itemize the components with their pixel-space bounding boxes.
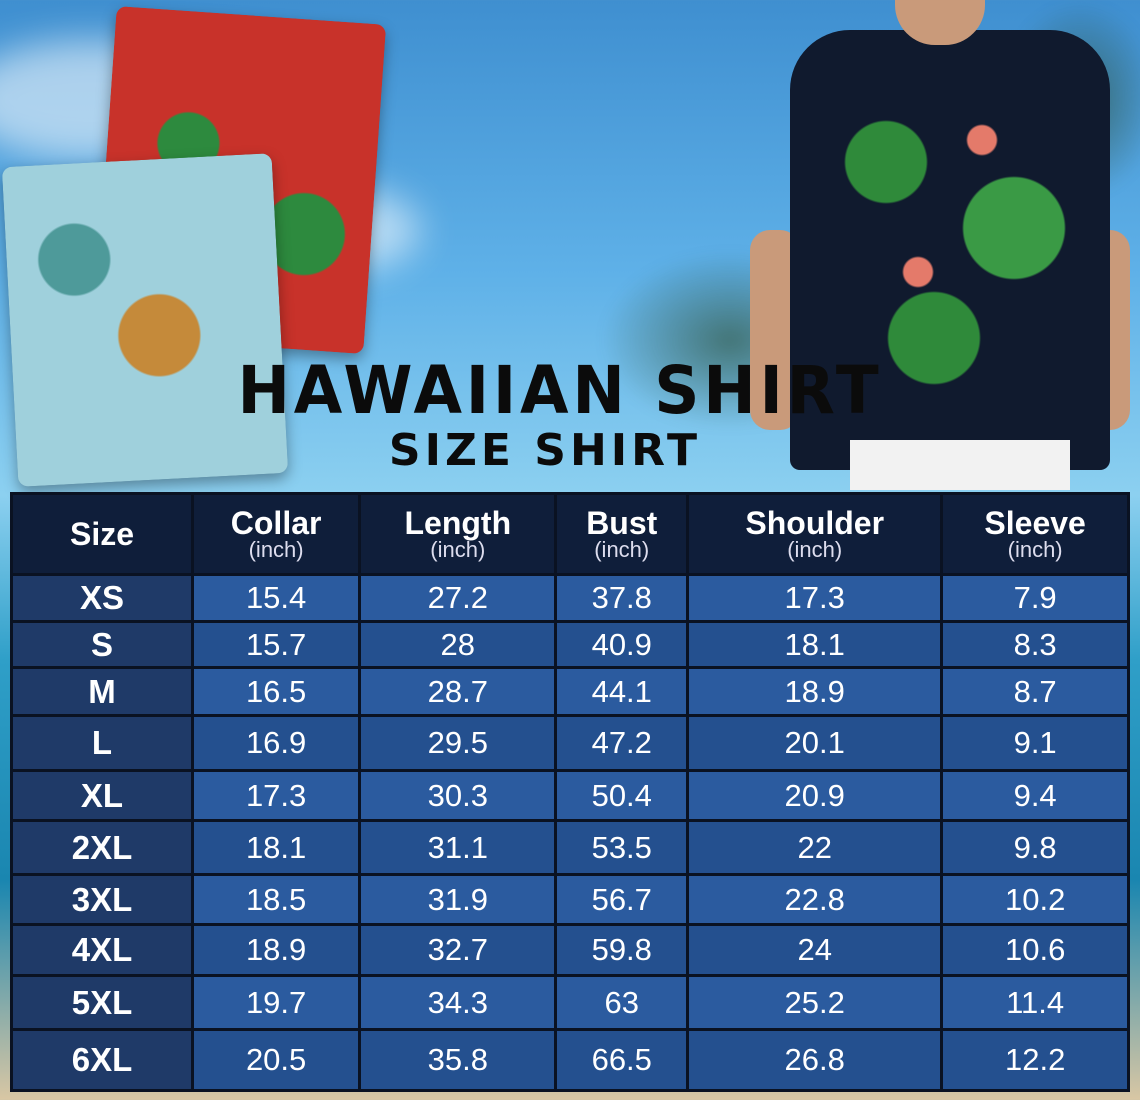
column-header-collar: Collar (inch) — [194, 495, 359, 573]
cell-length: 31.9 — [361, 876, 555, 923]
column-header-size: Size — [13, 495, 191, 573]
cell-sleeve: 12.2 — [943, 1031, 1127, 1089]
cell-sleeve: 7.9 — [943, 576, 1127, 620]
table-row: 2XL 18.1 31.1 53.5 22 9.8 — [13, 822, 1127, 873]
cell-shoulder: 20.9 — [689, 772, 941, 819]
cell-sleeve: 9.1 — [943, 717, 1127, 769]
cell-bust: 37.8 — [557, 576, 687, 620]
cell-shoulder: 18.9 — [689, 669, 941, 714]
cell-size: 6XL — [13, 1031, 191, 1089]
cell-bust: 53.5 — [557, 822, 687, 873]
cell-length: 35.8 — [361, 1031, 555, 1089]
cell-shoulder: 26.8 — [689, 1031, 941, 1089]
cell-length: 31.1 — [361, 822, 555, 873]
cell-collar: 15.4 — [194, 576, 359, 620]
table-row: 4XL 18.9 32.7 59.8 24 10.6 — [13, 926, 1127, 974]
cell-collar: 16.5 — [194, 669, 359, 714]
cell-length: 30.3 — [361, 772, 555, 819]
cell-sleeve: 10.2 — [943, 876, 1127, 923]
cell-length: 34.3 — [361, 977, 555, 1028]
cell-shoulder: 25.2 — [689, 977, 941, 1028]
column-label: Length — [404, 505, 512, 541]
column-header-length: Length (inch) — [361, 495, 555, 573]
cell-size: S — [13, 623, 191, 666]
table-row: 6XL 20.5 35.8 66.5 26.8 12.2 — [13, 1031, 1127, 1089]
column-label: Sleeve — [984, 505, 1086, 541]
cell-collar: 19.7 — [194, 977, 359, 1028]
cell-sleeve: 8.3 — [943, 623, 1127, 666]
cell-size: 5XL — [13, 977, 191, 1028]
column-unit: (inch) — [430, 537, 486, 562]
table-row: 3XL 18.5 31.9 56.7 22.8 10.2 — [13, 876, 1127, 923]
column-header-bust: Bust (inch) — [557, 495, 687, 573]
table-row: L 16.9 29.5 47.2 20.1 9.1 — [13, 717, 1127, 769]
cell-size: XL — [13, 772, 191, 819]
cell-size: L — [13, 717, 191, 769]
cell-sleeve: 9.8 — [943, 822, 1127, 873]
column-header-shoulder: Shoulder (inch) — [689, 495, 941, 573]
cell-sleeve: 11.4 — [943, 977, 1127, 1028]
column-label: Size — [69, 516, 135, 552]
cell-bust: 44.1 — [557, 669, 687, 714]
cell-collar: 16.9 — [194, 717, 359, 769]
cell-bust: 63 — [557, 977, 687, 1028]
cell-size: M — [13, 669, 191, 714]
cell-shoulder: 18.1 — [689, 623, 941, 666]
cell-collar: 18.5 — [194, 876, 359, 923]
table-row: M 16.5 28.7 44.1 18.9 8.7 — [13, 669, 1127, 714]
cell-collar: 17.3 — [194, 772, 359, 819]
table-row: 5XL 19.7 34.3 63 25.2 11.4 — [13, 977, 1127, 1028]
cell-size: 2XL — [13, 822, 191, 873]
cell-shoulder: 20.1 — [689, 717, 941, 769]
cell-collar: 20.5 — [194, 1031, 359, 1089]
column-label: Bust — [586, 505, 658, 541]
size-table: Size Collar (inch) Length (inch) Bust (inch… — [10, 492, 1130, 1092]
cell-collar: 15.7 — [194, 623, 359, 666]
column-unit: (inch) — [248, 537, 304, 562]
cell-shoulder: 24 — [689, 926, 941, 974]
cell-bust: 59.8 — [557, 926, 687, 974]
model-wearing-shirt-image — [750, 0, 1130, 490]
cell-shoulder: 22.8 — [689, 876, 941, 923]
cell-size: 3XL — [13, 876, 191, 923]
cell-shoulder: 22 — [689, 822, 941, 873]
table-row: XS 15.4 27.2 37.8 17.3 7.9 — [13, 576, 1127, 620]
cell-collar: 18.9 — [194, 926, 359, 974]
page-title: HAWAIIAN SHIRT — [237, 352, 883, 429]
cell-bust: 56.7 — [557, 876, 687, 923]
cell-length: 28.7 — [361, 669, 555, 714]
cell-collar: 18.1 — [194, 822, 359, 873]
cell-sleeve: 9.4 — [943, 772, 1127, 819]
cell-shoulder: 17.3 — [689, 576, 941, 620]
cell-bust: 50.4 — [557, 772, 687, 819]
column-unit: (inch) — [1007, 537, 1063, 562]
cell-length: 29.5 — [361, 717, 555, 769]
cell-bust: 66.5 — [557, 1031, 687, 1089]
cell-bust: 40.9 — [557, 623, 687, 666]
table-row: S 15.7 28 40.9 18.1 8.3 — [13, 623, 1127, 666]
column-unit: (inch) — [787, 537, 843, 562]
cell-size: XS — [13, 576, 191, 620]
cell-sleeve: 10.6 — [943, 926, 1127, 974]
table-row: XL 17.3 30.3 50.4 20.9 9.4 — [13, 772, 1127, 819]
column-header-sleeve: Sleeve (inch) — [943, 495, 1127, 573]
column-label: Collar — [230, 505, 322, 541]
cell-sleeve: 8.7 — [943, 669, 1127, 714]
cell-length: 32.7 — [361, 926, 555, 974]
cell-length: 27.2 — [361, 576, 555, 620]
cell-bust: 47.2 — [557, 717, 687, 769]
cell-length: 28 — [361, 623, 555, 666]
page-subtitle: SIZE SHIRT — [388, 425, 702, 476]
column-unit: (inch) — [594, 537, 650, 562]
cell-size: 4XL — [13, 926, 191, 974]
column-label: Shoulder — [745, 505, 885, 541]
table-header-row: Size Collar (inch) Length (inch) Bust (inch… — [13, 495, 1127, 573]
